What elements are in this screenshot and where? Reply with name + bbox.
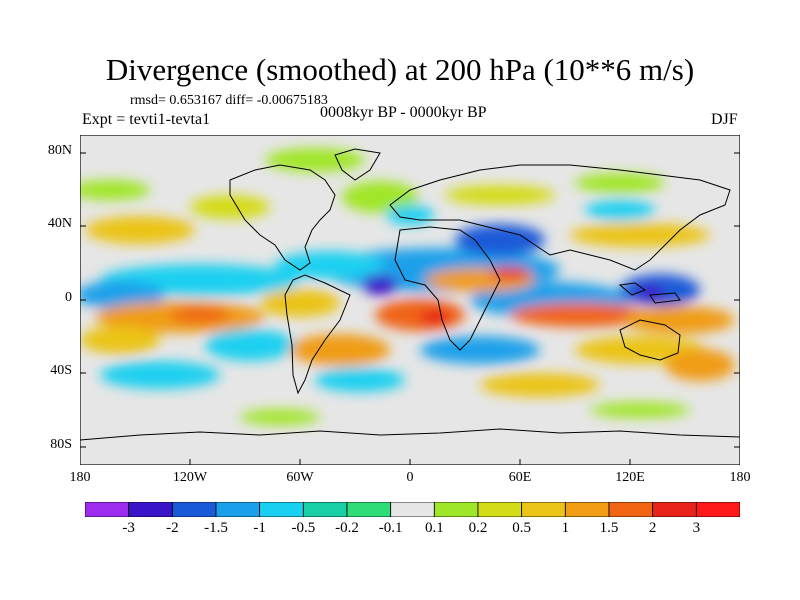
rmsd-diff-stats: rmsd= 0.653167 diff= -0.00675183 [130, 93, 328, 108]
colorbar-swatch [346, 502, 392, 517]
lat-label-80s: 80S [50, 437, 72, 452]
divergence-map [80, 135, 740, 465]
lat-label-40s: 40S [50, 363, 72, 378]
lat-label-80n: 80N [47, 143, 72, 158]
colorbar-swatch [695, 502, 740, 517]
colorbar-swatch [171, 502, 217, 517]
colorbar-label: -0.1 [378, 520, 403, 536]
lon-label-120w: 120W [172, 470, 208, 485]
lat-label-40n: 40N [47, 216, 72, 231]
axis-ticks [80, 152, 740, 465]
colorbar-label: -1 [253, 520, 266, 536]
colorbar-swatch [608, 502, 654, 517]
colorbar-swatch [564, 502, 610, 517]
colorbar-swatch [302, 502, 348, 517]
experiment-label: Expt = tevti1-tevta1 [82, 111, 211, 128]
colorbar-label: 3 [692, 520, 701, 536]
plot-title: Divergence (smoothed) at 200 hPa (10**6 … [105, 52, 695, 87]
lon-label-0: 0 [406, 470, 414, 485]
colorbar-label: 1.5 [599, 520, 619, 536]
colorbar-label: 0.1 [424, 520, 444, 536]
colorbar-label: 1 [561, 520, 570, 536]
lon-label-180e: 180 [729, 470, 751, 485]
colorbar-swatch [128, 502, 173, 517]
colorbar-swatch [390, 502, 435, 517]
time-period-label: 0008kyr BP - 0000kyr BP [320, 104, 487, 121]
colorbar-label: 2 [648, 520, 657, 536]
coastlines [80, 148, 740, 441]
colorbar [85, 502, 740, 517]
lon-label-180w: 180 [69, 470, 91, 485]
colorbar-swatch [259, 502, 304, 517]
colorbar-swatch [521, 502, 566, 517]
colorbar-label: 0.5 [512, 520, 532, 536]
colorbar-swatch [215, 502, 261, 517]
colorbar-swatch [652, 502, 697, 517]
colorbar-label: 0.2 [468, 520, 488, 536]
colorbar-label: -2 [166, 520, 179, 536]
colorbar-label: -1.5 [204, 520, 228, 536]
colorbar-swatch [477, 502, 523, 517]
colorbar-label: -3 [122, 520, 135, 536]
lon-label-120e: 120E [615, 470, 645, 485]
lon-label-60w: 60W [286, 470, 314, 485]
colorbar-label: -0.2 [335, 520, 359, 536]
lon-label-60e: 60E [508, 470, 532, 485]
colorbar-swatch [433, 502, 479, 517]
lat-label-eq: 0 [65, 290, 72, 305]
colorbar-swatch [85, 502, 130, 517]
season-label: DJF [711, 111, 738, 128]
colorbar-label: -0.5 [291, 520, 316, 536]
divergence-field [80, 148, 735, 425]
